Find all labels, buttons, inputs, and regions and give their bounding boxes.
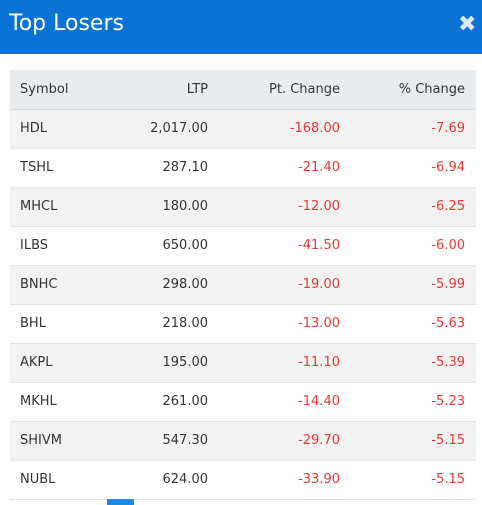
table-row[interactable]: BNHC 298.00 -19.00 -5.99	[10, 265, 476, 304]
modal-header: Top Losers ✖	[0, 0, 482, 54]
table-row[interactable]: TSHL 287.10 -21.40 -6.94	[10, 148, 476, 187]
pct-change-cell: -5.23	[340, 382, 476, 421]
symbol-cell: MKHL	[10, 382, 120, 421]
ltp-cell: 624.00	[120, 460, 208, 499]
pct-change-cell: -6.25	[340, 187, 476, 226]
pt-change-cell: -14.40	[208, 382, 340, 421]
ltp-cell: 261.00	[120, 382, 208, 421]
symbol-cell: SHIVM	[10, 421, 120, 460]
pt-change-cell: -13.00	[208, 304, 340, 343]
table-row[interactable]: AKPL 195.00 -11.10 -5.39	[10, 343, 476, 382]
symbol-cell: BNHC	[10, 265, 120, 304]
ltp-cell: 298.00	[120, 265, 208, 304]
column-header-pct-change[interactable]: % Change	[340, 70, 476, 110]
column-header-symbol[interactable]: Symbol	[10, 70, 120, 110]
table-row[interactable]: HDL 2,017.00 -168.00 -7.69	[10, 109, 476, 148]
top-losers-table-container: Symbol LTP Pt. Change % Change HDL 2,017.…	[10, 70, 476, 500]
ltp-cell: 547.30	[120, 421, 208, 460]
table-row[interactable]: BHL 218.00 -13.00 -5.63	[10, 304, 476, 343]
ltp-cell: 218.00	[120, 304, 208, 343]
symbol-cell: BHL	[10, 304, 120, 343]
pct-change-cell: -5.63	[340, 304, 476, 343]
pct-change-cell: -5.15	[340, 460, 476, 499]
scroll-indicator[interactable]	[107, 499, 134, 505]
pt-change-cell: -12.00	[208, 187, 340, 226]
pct-change-cell: -5.15	[340, 421, 476, 460]
table-header-row: Symbol LTP Pt. Change % Change	[10, 70, 476, 110]
pct-change-cell: -7.69	[340, 109, 476, 148]
close-icon[interactable]: ✖	[458, 12, 477, 37]
table-row[interactable]: NUBL 624.00 -33.90 -5.15	[10, 460, 476, 499]
ltp-cell: 650.00	[120, 226, 208, 265]
ltp-cell: 180.00	[120, 187, 208, 226]
ltp-cell: 2,017.00	[120, 109, 208, 148]
ltp-cell: 195.00	[120, 343, 208, 382]
pt-change-cell: -41.50	[208, 226, 340, 265]
pct-change-cell: -6.94	[340, 148, 476, 187]
symbol-cell: AKPL	[10, 343, 120, 382]
pt-change-cell: -19.00	[208, 265, 340, 304]
symbol-cell: HDL	[10, 109, 120, 148]
table-row[interactable]: MHCL 180.00 -12.00 -6.25	[10, 187, 476, 226]
symbol-cell: TSHL	[10, 148, 120, 187]
table-row[interactable]: MKHL 261.00 -14.40 -5.23	[10, 382, 476, 421]
column-header-pt-change[interactable]: Pt. Change	[208, 70, 340, 110]
pct-change-cell: -5.39	[340, 343, 476, 382]
pt-change-cell: -168.00	[208, 109, 340, 148]
top-losers-table: Symbol LTP Pt. Change % Change HDL 2,017.…	[10, 70, 476, 500]
symbol-cell: NUBL	[10, 460, 120, 499]
pt-change-cell: -33.90	[208, 460, 340, 499]
pct-change-cell: -5.99	[340, 265, 476, 304]
symbol-cell: ILBS	[10, 226, 120, 265]
pt-change-cell: -29.70	[208, 421, 340, 460]
table-row[interactable]: SHIVM 547.30 -29.70 -5.15	[10, 421, 476, 460]
symbol-cell: MHCL	[10, 187, 120, 226]
pt-change-cell: -11.10	[208, 343, 340, 382]
pt-change-cell: -21.40	[208, 148, 340, 187]
column-header-ltp[interactable]: LTP	[120, 70, 208, 110]
ltp-cell: 287.10	[120, 148, 208, 187]
table-row[interactable]: ILBS 650.00 -41.50 -6.00	[10, 226, 476, 265]
modal-title: Top Losers	[9, 11, 124, 36]
pct-change-cell: -6.00	[340, 226, 476, 265]
